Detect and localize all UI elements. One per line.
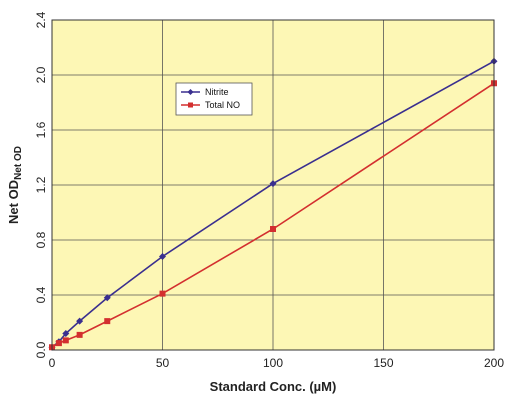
y-tick-label: 0.8 bbox=[34, 231, 48, 248]
x-tick-label: 0 bbox=[49, 356, 56, 370]
y-tick-label: 1.2 bbox=[34, 176, 48, 193]
data-point bbox=[62, 337, 69, 344]
y-tick-label: 2.4 bbox=[34, 11, 48, 28]
data-point bbox=[103, 294, 111, 302]
legend-swatch-marker bbox=[187, 89, 194, 95]
data-point bbox=[270, 226, 276, 232]
x-tick-label: 150 bbox=[373, 356, 393, 370]
data-point bbox=[62, 330, 70, 337]
data-point bbox=[269, 180, 277, 188]
data-point bbox=[159, 290, 166, 297]
x-tick-label: 100 bbox=[263, 356, 283, 370]
legend-swatch-marker bbox=[188, 102, 193, 108]
x-axis-label: Standard Conc. (µM) bbox=[210, 379, 337, 394]
y-axis-label: Net ODNet OD bbox=[6, 146, 24, 224]
x-axis-ticks: 0 50 100 150 200 bbox=[49, 356, 505, 370]
y-tick-label: 2.0 bbox=[34, 66, 48, 83]
x-tick-label: 50 bbox=[156, 356, 170, 370]
data-point bbox=[76, 331, 83, 338]
y-tick-label: 1.6 bbox=[34, 121, 48, 138]
y-axis-label-subscript: Net OD bbox=[13, 146, 24, 180]
x-tick-label: 200 bbox=[484, 356, 504, 370]
y-tick-label: 0.0 bbox=[34, 341, 48, 358]
data-point bbox=[159, 253, 166, 260]
y-tick-label: 0.4 bbox=[34, 286, 48, 303]
legend-label: Total NO bbox=[205, 100, 240, 110]
y-axis-ticks: 0.0 0.4 0.8 1.2 1.6 2.0 2.4 bbox=[34, 11, 48, 358]
data-point bbox=[55, 340, 62, 347]
y-axis-label-main: Net OD bbox=[6, 180, 21, 224]
legend: Nitrite Total NO bbox=[175, 82, 253, 116]
legend-box bbox=[175, 82, 253, 116]
legend-label: Nitrite bbox=[205, 87, 229, 97]
plot-frame bbox=[51, 19, 495, 351]
data-point bbox=[104, 318, 111, 325]
data-point bbox=[76, 317, 84, 325]
